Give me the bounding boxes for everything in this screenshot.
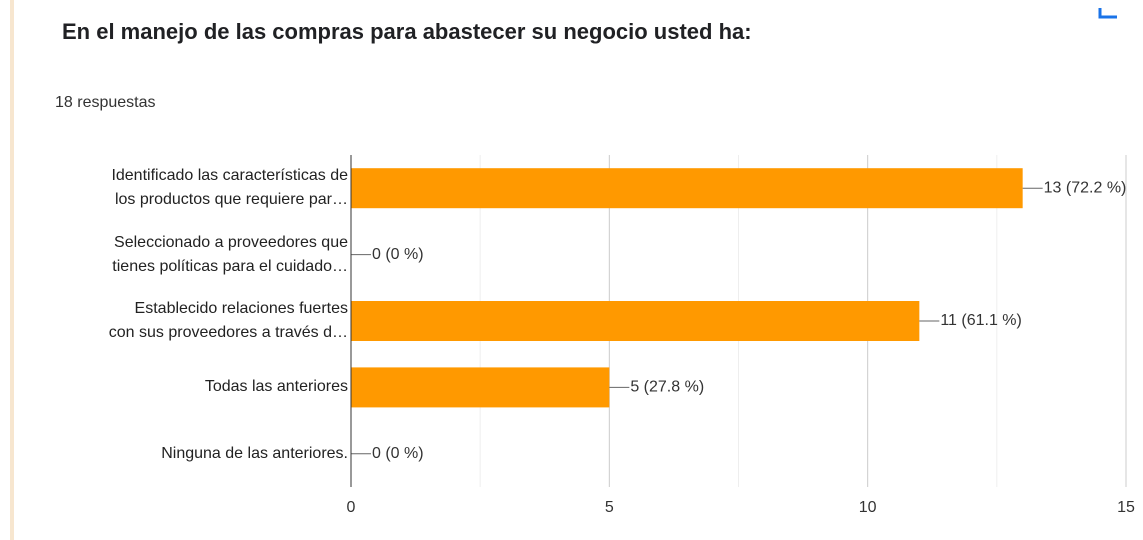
value-label: 13 (72.2 %) <box>1044 179 1127 196</box>
y-tick-label: Establecido relaciones fuertes con sus p… <box>108 300 348 341</box>
x-tick-label: 10 <box>859 499 877 516</box>
bar <box>351 301 920 341</box>
x-tick-label: 5 <box>605 499 614 516</box>
bar <box>351 168 1023 209</box>
left-border <box>10 0 14 540</box>
x-tick-label: 0 <box>347 499 356 516</box>
icon <box>1098 8 1117 19</box>
value-label: 11 (61.1 %) <box>940 312 1022 329</box>
y-tick-label: Seleccionado a proveedores que tienes po… <box>112 233 348 275</box>
value-label: 0 (0 %) <box>372 445 424 462</box>
subtitle: 18 respuestas <box>55 94 156 111</box>
bar <box>351 367 610 408</box>
y-tick-label: Todas las anteriores <box>204 378 348 396</box>
value-label: 5 (27.8 %) <box>630 379 704 396</box>
value-label: 0 (0 %) <box>372 246 424 263</box>
y-tick-label: Identificado las características de los … <box>111 167 348 209</box>
x-tick-label: 15 <box>1117 499 1135 516</box>
y-tick-label: Ninguna de las anteriores. <box>161 444 348 462</box>
chart-title: En el manejo de las compras para abastec… <box>62 19 752 44</box>
